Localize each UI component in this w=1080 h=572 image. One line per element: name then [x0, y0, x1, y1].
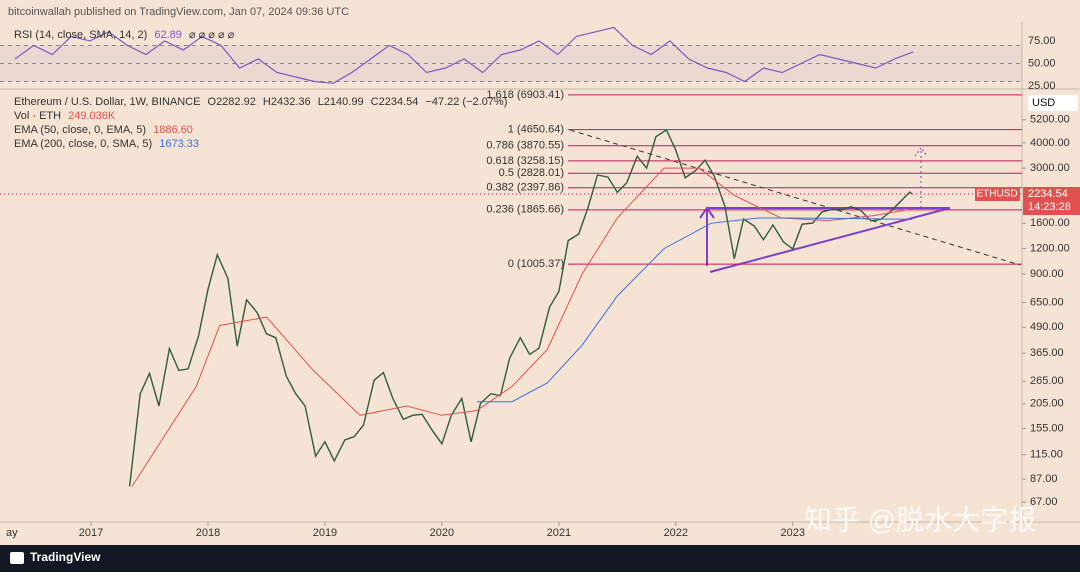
ohlc: H2432.36 [262, 96, 311, 108]
y-tick-label: 155.00 [1030, 422, 1064, 434]
fib-label: 0.5 (2828.01) [499, 167, 564, 179]
volume-value: 249.036K [68, 110, 116, 122]
y-tick-label: 67.00 [1030, 496, 1058, 508]
series-line [477, 217, 913, 403]
footer-logo [10, 552, 24, 564]
legend-ema200: EMA (200, close, 0, SMA, 5) 1673.33 [14, 138, 203, 150]
footer-text: TradingView [30, 550, 101, 564]
rsi-title: RSI (14, close, SMA, 14, 2) [14, 29, 148, 41]
ohlc: L2140.99 [317, 96, 364, 108]
fib-label: 1.618 (6903.41) [486, 89, 564, 101]
y-tick-label: 365.00 [1030, 347, 1064, 359]
fib-label: 1 (4650.64) [508, 124, 564, 136]
y-tick-label: 490.00 [1030, 321, 1064, 333]
footer-bar [0, 545, 1080, 572]
header: bitcoinwallah published on TradingView.c… [8, 6, 349, 18]
currency-box [1028, 95, 1078, 111]
y-tick-label: 87.00 [1030, 473, 1058, 485]
rsi-tick-label: 75.00 [1028, 35, 1056, 47]
x-tick-label: 2023 [781, 527, 805, 539]
x-tick-label: 2017 [79, 527, 103, 539]
x-tick-label: 2022 [664, 527, 688, 539]
price-label: 2234.54 [1028, 188, 1068, 200]
fib-label: 0.382 (2397.86) [486, 182, 564, 194]
ohlc: −47.22 (−2.07%) [425, 96, 508, 108]
ohlc: O2282.92 [207, 96, 256, 108]
fib-label: 0.786 (3870.55) [486, 140, 564, 152]
symbol-box [975, 186, 1020, 201]
currency: USD [1032, 97, 1055, 109]
fib-label: 0 (1005.37) [508, 258, 564, 270]
x-tick-label: 2018 [196, 527, 220, 539]
legend-main: Ethereum / U.S. Dollar, 1W, BINANCE O228… [14, 96, 511, 108]
ohlc: C2234.54 [370, 96, 419, 108]
y-tick-label: 205.00 [1030, 398, 1064, 410]
x-tick-label: 2019 [313, 527, 337, 539]
arrow-head [699, 206, 715, 219]
fib-label: 0.618 (3258.15) [486, 155, 564, 167]
fib-label: 0.236 (1865.66) [486, 204, 564, 216]
legend-ema50: EMA (50, close, 0, EMA, 5) 1886.60 [14, 124, 197, 136]
triangle-bottom [709, 207, 951, 273]
legend-rsi: RSI (14, close, SMA, 14, 2) 62.89 ⌀ ⌀ ⌀ … [14, 28, 238, 41]
ema-value: 1886.60 [153, 124, 193, 136]
x-tick-label: 2020 [430, 527, 454, 539]
series-line [128, 128, 913, 487]
legend-series: Ethereum / U.S. Dollar, 1W, BINANCE [14, 96, 201, 108]
x-tick-label: ay [6, 527, 18, 539]
legend-volume: Vol · ETH 249.036K [14, 110, 119, 122]
y-tick-label: 1600.00 [1030, 217, 1070, 229]
y-tick-label: 3000.00 [1030, 162, 1070, 174]
rsi-tick-label: 25.00 [1028, 80, 1056, 92]
y-tick-label: 900.00 [1030, 268, 1064, 280]
ema-name: EMA (50, close, 0, EMA, 5) [14, 124, 147, 136]
watermark: 知乎 @脱水大字报 [804, 504, 1036, 535]
series-line [14, 26, 914, 84]
y-tick-label: 650.00 [1030, 296, 1064, 308]
y-tick-label: 1200.00 [1030, 243, 1070, 255]
y-tick-label: 4000.00 [1030, 137, 1070, 149]
price-box [1023, 186, 1080, 215]
trendline [569, 129, 1021, 266]
y-tick-label: 115.00 [1030, 449, 1063, 461]
ema-name: EMA (200, close, 0, SMA, 5) [14, 138, 153, 150]
symbol-label: ETHUSD [976, 189, 1017, 200]
rsi-tick-label: 50.00 [1028, 57, 1056, 69]
y-tick-label: 265.00 [1030, 375, 1064, 387]
x-tick-label: 2021 [547, 527, 571, 539]
y-tick-label: 5200.00 [1030, 114, 1070, 126]
volume-title: Vol · ETH [14, 110, 62, 122]
rsi-symbols: ⌀ ⌀ ⌀ ⌀ ⌀ [188, 29, 235, 41]
ema-value: 1673.33 [159, 138, 199, 150]
target-arrow-head [914, 147, 928, 157]
countdown: 14:23:28 [1028, 201, 1071, 213]
rsi-value: 62.89 [154, 29, 182, 41]
series-line [131, 167, 913, 487]
